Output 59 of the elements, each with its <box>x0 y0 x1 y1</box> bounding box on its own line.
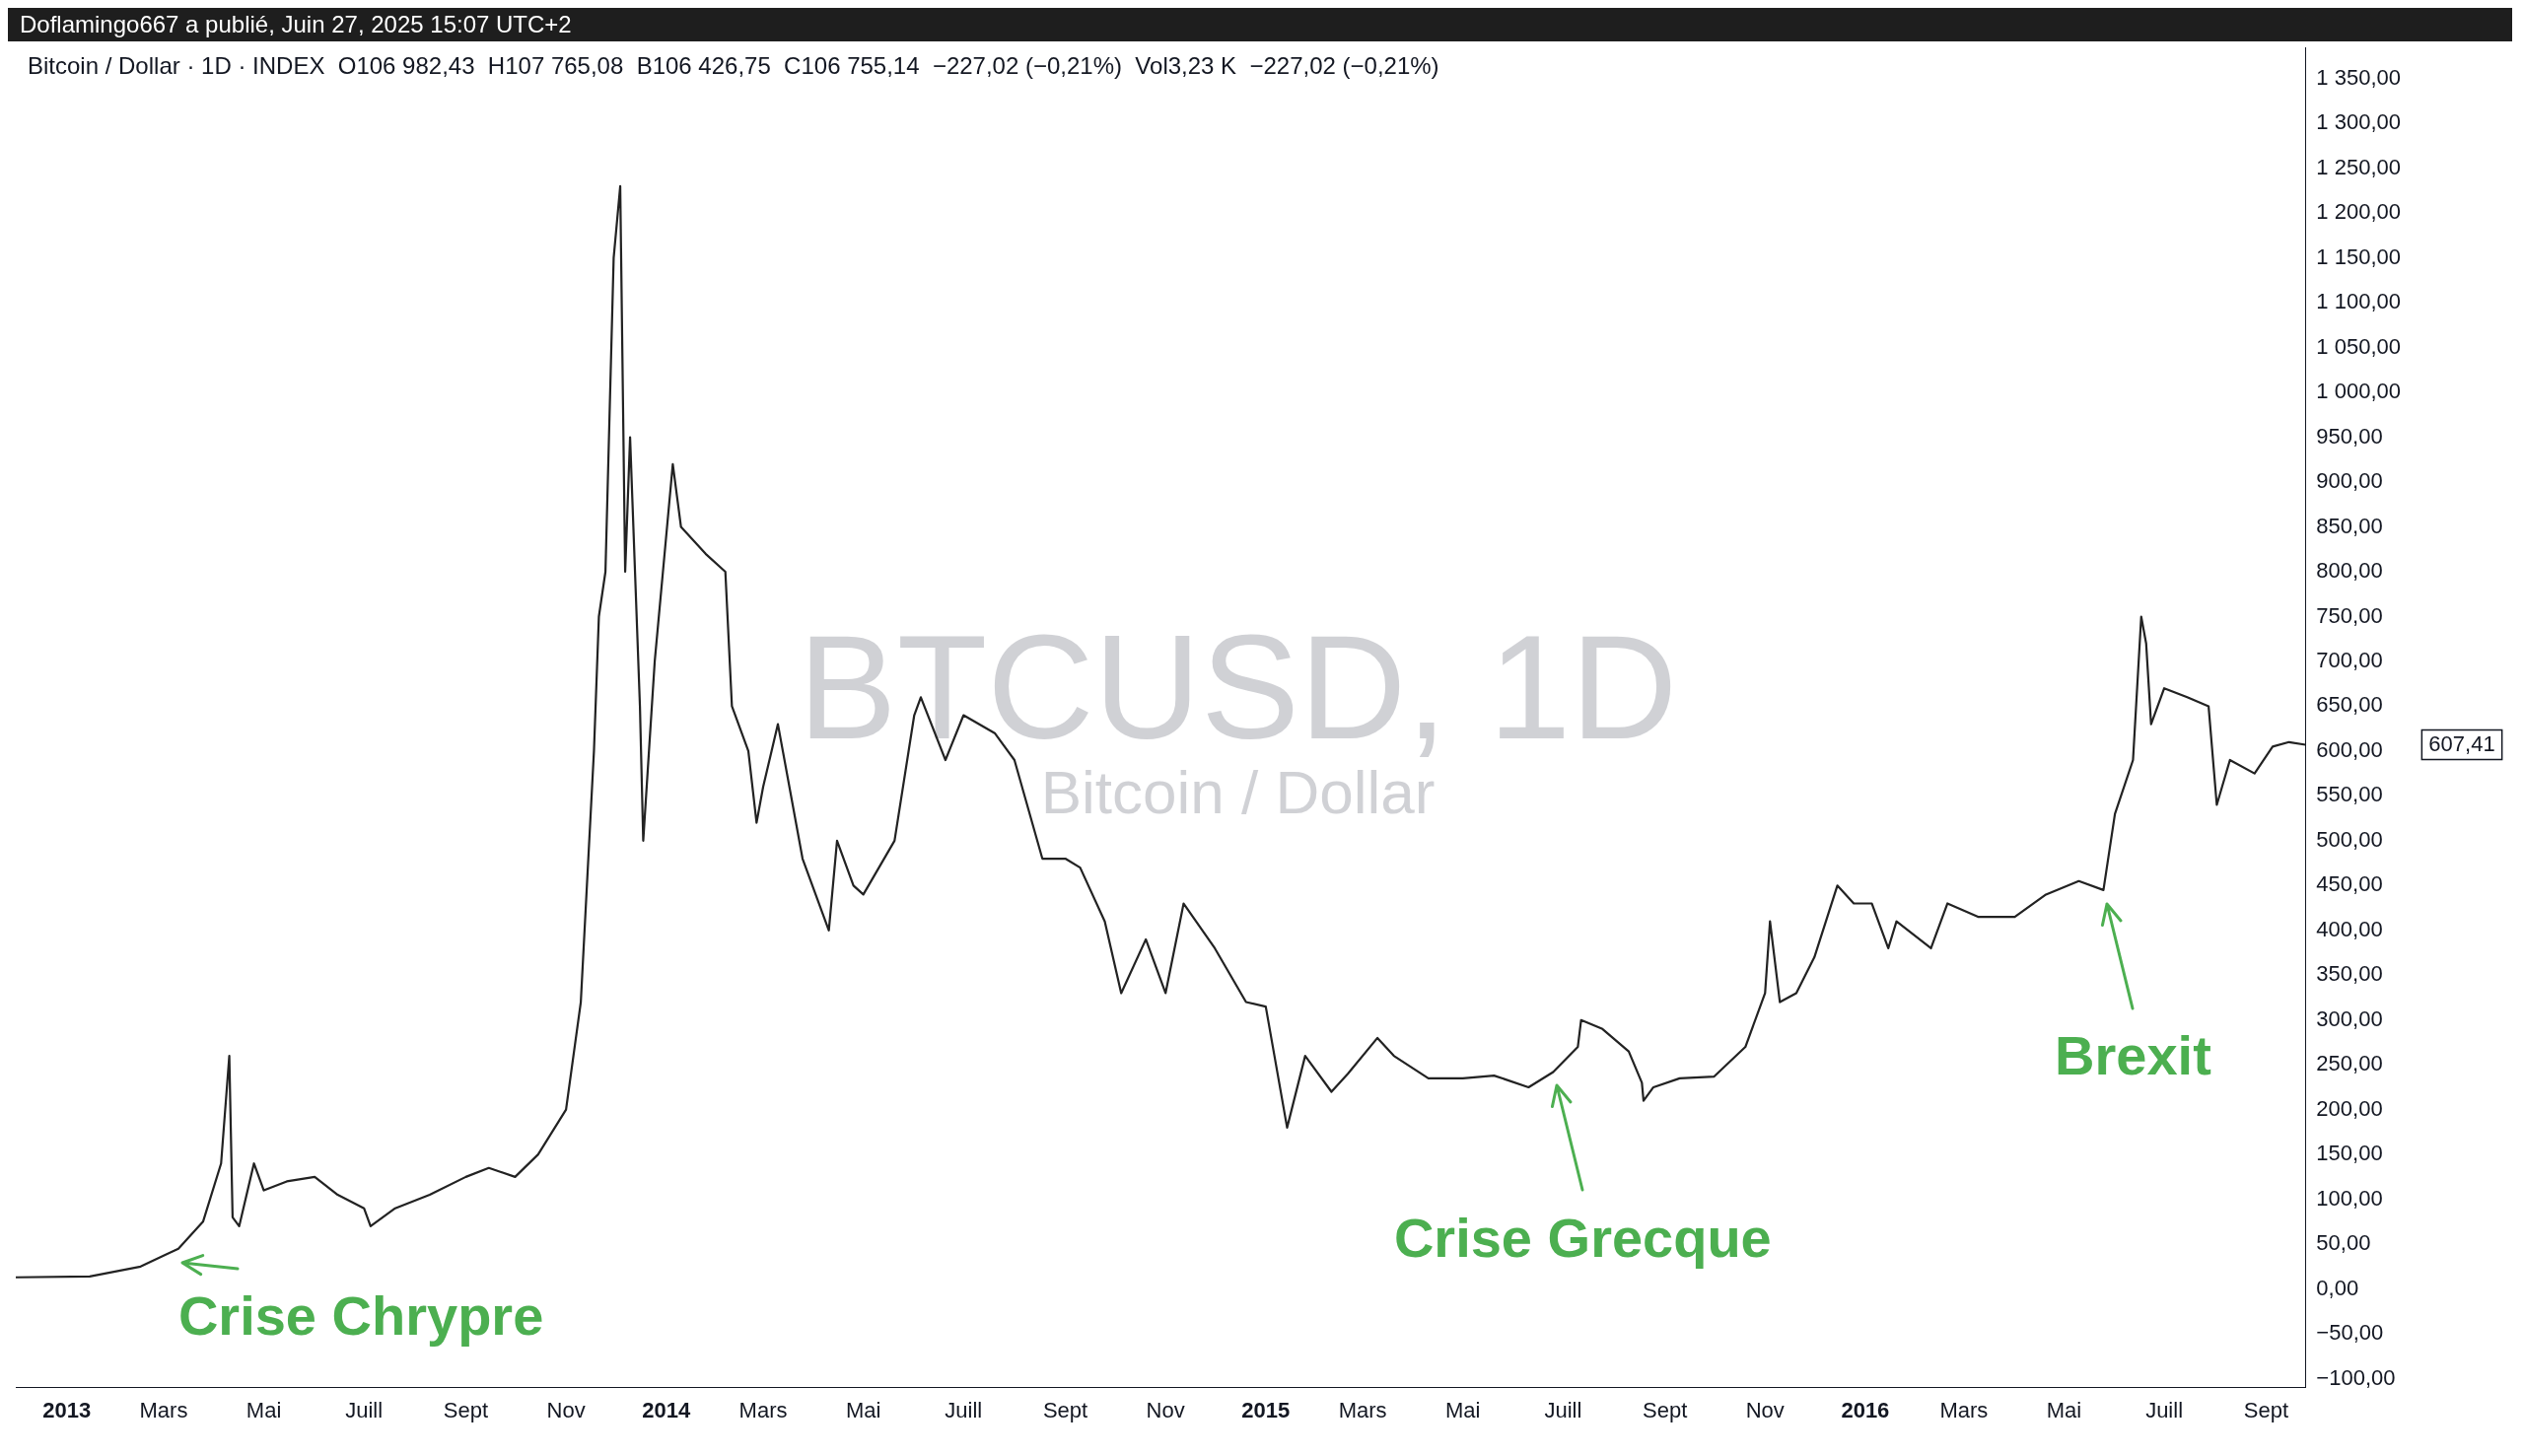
y-tick-label: 350,00 <box>2316 961 2383 987</box>
x-tick-label: 2016 <box>1841 1397 1890 1422</box>
y-tick-label: 750,00 <box>2316 602 2383 628</box>
y-tick-label: 0,00 <box>2316 1275 2359 1300</box>
x-tick-label: Juill <box>945 1397 983 1422</box>
y-tick-label: 1 150,00 <box>2316 243 2401 269</box>
x-tick-label: 2015 <box>1241 1397 1291 1422</box>
x-tick-label: Sept <box>1643 1397 1688 1422</box>
y-tick-label: 400,00 <box>2316 916 2383 941</box>
x-tick-label: Juill <box>345 1397 384 1422</box>
x-tick-label: Nov <box>546 1397 586 1422</box>
x-tick-label: Sept <box>443 1397 489 1422</box>
y-tick-label: 500,00 <box>2316 826 2383 852</box>
y-tick-label: 800,00 <box>2316 558 2383 584</box>
x-tick-label: Mai <box>2046 1397 2082 1422</box>
annotation: Bitcoin / Dollar · 1D · INDEX O106 982,43 H107 765,08 B106 426,75 C106 755,14 −227,02 (−0,21%) Vol3,23 K −227,02 (−0,21%) <box>28 51 1439 79</box>
x-tick-label: Mars <box>738 1397 788 1422</box>
y-tick-label: 600,00 <box>2316 736 2383 762</box>
y-tick-label: 50,00 <box>2316 1230 2371 1256</box>
y-tick-label: −100,00 <box>2316 1364 2396 1390</box>
y-tick-label: 100,00 <box>2316 1185 2383 1211</box>
y-tick-label: 1 050,00 <box>2316 333 2401 359</box>
x-tick-label: Sept <box>1042 1397 1088 1422</box>
y-tick-label: 200,00 <box>2316 1095 2383 1121</box>
y-tick-label: −50,00 <box>2316 1320 2384 1346</box>
y-tick-label: 700,00 <box>2316 648 2383 673</box>
x-tick-label: Sept <box>2243 1397 2289 1422</box>
text: Doflamingo667 a publié, Juin 27, 2025 15:07 UTC+2 <box>20 10 572 37</box>
y-tick-label: 450,00 <box>2316 871 2383 897</box>
y-tick-label: 900,00 <box>2316 468 2383 494</box>
y-tick-label: 850,00 <box>2316 513 2383 538</box>
y-tick-label: 950,00 <box>2316 423 2383 449</box>
y-tick-label: 550,00 <box>2316 782 2383 807</box>
annotation: Brexit <box>2055 1024 2211 1087</box>
x-tick-label: Juill <box>1544 1397 1582 1422</box>
x-tick-label: Mai <box>245 1397 282 1422</box>
x-tick-label: Mai <box>1444 1397 1481 1422</box>
y-tick-label: 1 100,00 <box>2316 289 2401 314</box>
x-tick-label: Mars <box>1939 1397 1989 1422</box>
text: 607,41 <box>2428 730 2495 756</box>
x-tick-label: Mai <box>845 1397 881 1422</box>
x-tick-label: 2014 <box>642 1397 691 1422</box>
y-tick-label: 1 250,00 <box>2316 154 2401 179</box>
y-tick-label: 300,00 <box>2316 1005 2383 1031</box>
y-tick-label: 1 200,00 <box>2316 199 2401 225</box>
y-tick-label: 1 350,00 <box>2316 64 2401 90</box>
y-tick-label: 250,00 <box>2316 1051 2383 1076</box>
y-tick-label: 1 300,00 <box>2316 109 2401 135</box>
y-tick-label: 150,00 <box>2316 1141 2383 1166</box>
x-tick-label: Mars <box>1338 1397 1387 1422</box>
x-tick-label: Mars <box>139 1397 188 1422</box>
x-tick-label: Juill <box>2145 1397 2184 1422</box>
y-tick-label: 650,00 <box>2316 692 2383 718</box>
annotation: Crise Grecque <box>1393 1206 1772 1269</box>
x-tick-label: Nov <box>1745 1397 1785 1422</box>
annotation: Crise Chrypre <box>177 1284 544 1348</box>
y-tick-label: 1 000,00 <box>2316 379 2401 404</box>
x-tick-label: 2013 <box>42 1397 92 1422</box>
x-tick-label: Nov <box>1146 1397 1185 1422</box>
